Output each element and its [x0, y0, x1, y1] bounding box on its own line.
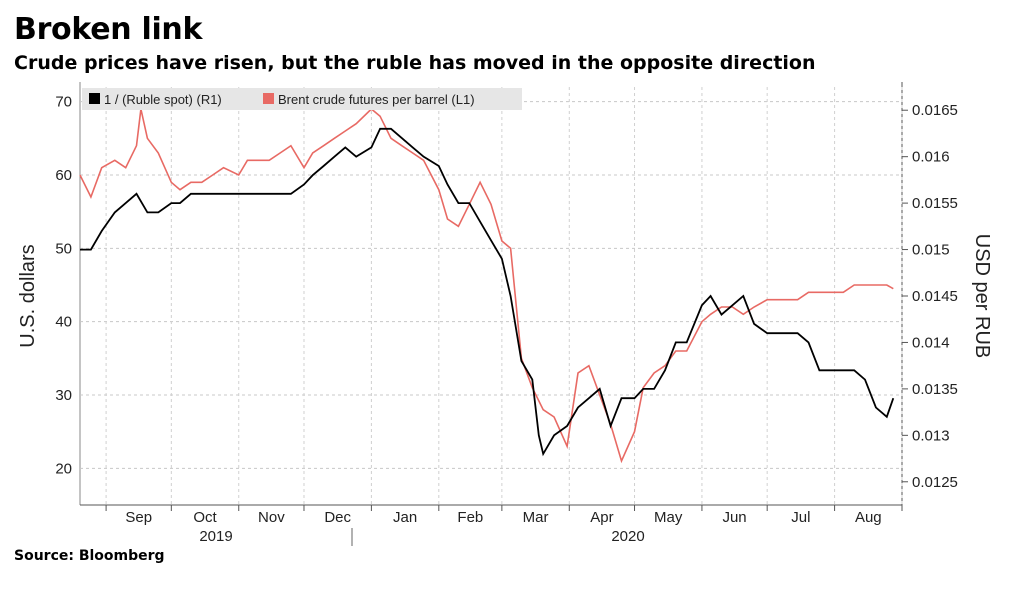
left-tick-label: 70 — [55, 94, 72, 111]
x-tick-label: Jul — [791, 509, 810, 526]
left-axis-ticks: 20 30 40 50 60 70 — [55, 94, 72, 478]
right-tick-label: 0.0165 — [912, 102, 958, 119]
chart-subtitle: Crude prices have risen, but the ruble h… — [14, 52, 816, 74]
year-labels: 2019 2020 — [199, 528, 645, 546]
legend-label-brent: Brent crude futures per barrel (L1) — [278, 92, 475, 107]
left-tick-label: 30 — [55, 387, 72, 404]
x-tick-label: Sep — [125, 509, 152, 526]
right-axis-title: USD per RUB — [971, 234, 993, 358]
series-line-brent — [79, 107, 894, 464]
x-tick-label: Jun — [722, 509, 746, 526]
legend-background — [82, 88, 522, 110]
source-note: Source: Bloomberg — [14, 548, 165, 564]
x-tick-label: Mar — [523, 509, 549, 526]
x-tick-label: Jan — [393, 509, 417, 526]
plot-area — [80, 87, 902, 505]
right-tick-label: 0.0145 — [912, 288, 958, 305]
right-axis-ticks: 0.0125 0.013 0.0135 0.014 0.0145 0.015 0.0155 0… — [902, 102, 958, 491]
right-tick-label: 0.014 — [912, 334, 950, 351]
right-tick-label: 0.016 — [912, 149, 950, 166]
legend-swatch-ruble — [89, 93, 100, 104]
chart-title: Broken link — [14, 12, 203, 47]
year-label-2020: 2020 — [611, 528, 644, 545]
x-tick-label: Apr — [590, 509, 613, 526]
year-label-2019: 2019 — [199, 528, 232, 545]
x-tick-label: May — [654, 509, 683, 526]
x-axis-ticks: Sep Oct Nov Dec Jan Feb Mar Apr May Jun Jul Aug — [105, 505, 903, 526]
right-tick-label: 0.0155 — [912, 195, 958, 212]
x-tick-label: Feb — [457, 509, 483, 526]
x-tick-label: Nov — [258, 509, 285, 526]
x-tick-label: Aug — [855, 509, 882, 526]
legend-swatch-brent — [263, 93, 274, 104]
right-tick-label: 0.0135 — [912, 381, 958, 398]
series-line-ruble — [80, 127, 895, 457]
legend-label-ruble: 1 / (Ruble spot) (R1) — [104, 92, 222, 107]
left-tick-label: 20 — [55, 460, 72, 477]
x-tick-label: Dec — [324, 509, 351, 526]
right-tick-label: 0.0125 — [912, 474, 958, 491]
left-axis-title: U.S. dollars — [17, 244, 39, 347]
legend: 1 / (Ruble spot) (R1) Brent crude future… — [82, 88, 522, 110]
right-tick-label: 0.015 — [912, 242, 950, 259]
left-tick-label: 40 — [55, 314, 72, 331]
x-tick-label: Oct — [193, 509, 217, 526]
right-tick-label: 0.013 — [912, 427, 950, 444]
left-tick-label: 50 — [55, 240, 72, 257]
left-tick-label: 60 — [55, 167, 72, 184]
